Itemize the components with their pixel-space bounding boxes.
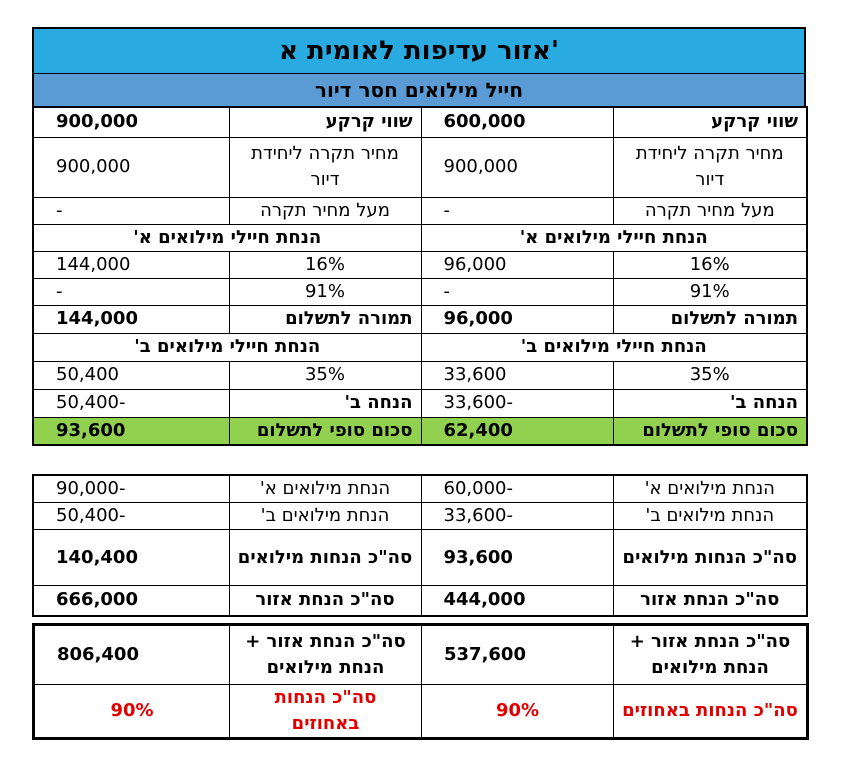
value-cell: -60,000 xyxy=(420,474,614,503)
sheet: אזור עדיפות לאומית א' חייל מילואים חסר ד… xyxy=(32,27,809,740)
table-discounts: הנחת מילואים א' -60,000 הנחת מילואים א' -90… xyxy=(32,474,808,617)
label-cell: סה"כ הנחות באחוזים xyxy=(229,683,422,739)
value-cell: 90% xyxy=(421,683,614,739)
value-cell: - xyxy=(420,196,614,225)
label-cell: סה"כ הנחת אזור xyxy=(612,585,808,616)
label-cell: 91% xyxy=(612,277,808,306)
row: סה"כ הנחת אזור + הנחת מילואים 537,600 סה"כ… xyxy=(33,623,808,685)
label-cell: מעל מחיר תקרה xyxy=(612,196,808,225)
label-cell: מעל מחיר תקרה xyxy=(228,196,422,225)
value-cell: 144,000 xyxy=(32,250,230,279)
value-cell: - xyxy=(420,277,614,306)
value-cell: 537,600 xyxy=(421,623,614,685)
value-cell: -90,000 xyxy=(32,474,230,503)
value-cell: 93,600 xyxy=(420,529,614,586)
label-cell: 35% xyxy=(228,360,422,390)
value-cell: 144,000 xyxy=(32,304,230,334)
label-cell: סכום סופי לתשלום xyxy=(612,416,808,446)
value-cell: - xyxy=(32,196,230,225)
value-cell: 666,000 xyxy=(32,585,230,616)
section-header: הנחת חיילי מילואים א' xyxy=(420,223,808,252)
label-cell: שווי קרקע xyxy=(228,106,422,138)
value-cell: 96,000 xyxy=(420,250,614,279)
row: סה"כ הנחת אזור 444,000 סה"כ הנחת אזור 666,0… xyxy=(32,585,808,616)
label-cell: הנחת מילואים א' xyxy=(228,474,422,503)
value-cell: 140,400 xyxy=(32,529,230,586)
value-cell: -50,400 xyxy=(32,502,230,530)
value-cell: - xyxy=(32,277,230,306)
row: 35% 33,600 35% 50,400 xyxy=(32,360,808,390)
label-cell: סה"כ הנחת אזור xyxy=(228,585,422,616)
row: 16% 96,000 16% 144,000 xyxy=(32,250,808,279)
header: אזור עדיפות לאומית א' חייל מילואים חסר ד… xyxy=(32,27,806,106)
label-cell: הנחה ב' xyxy=(228,388,422,418)
table-main: שווי קרקע 600,000 שווי קרקע 900,000 מחיר תקר… xyxy=(32,106,808,446)
row: הנחת מילואים ב' -33,600 הנחת מילואים ב' -50… xyxy=(32,502,808,530)
label-cell: הנחת מילואים א' xyxy=(612,474,808,503)
value-cell: 90% xyxy=(33,683,230,739)
value-cell: -50,400 xyxy=(32,388,230,418)
row: הנחת חיילי מילואים א' הנחת חיילי מילואים … xyxy=(32,223,808,252)
label-cell: שווי קרקע xyxy=(612,106,808,138)
value-cell: 600,000 xyxy=(420,106,614,138)
label-cell: תמורה לתשלום xyxy=(228,304,422,334)
row: סכום סופי לתשלום 62,400 סכום סופי לתשלום 93… xyxy=(32,416,808,446)
label-cell: סה"כ הנחת אזור + הנחת מילואים xyxy=(229,623,422,685)
label-cell: מחיר תקרה ליחידת דיור xyxy=(612,136,808,198)
label-cell: מחיר תקרה ליחידת דיור xyxy=(228,136,422,198)
subtitle: חייל מילואים חסר דיור xyxy=(34,74,804,106)
label-cell: הנחת מילואים ב' xyxy=(228,502,422,530)
row: מחיר תקרה ליחידת דיור 900,000 מחיר תקרה לי… xyxy=(32,136,808,198)
value-cell: 444,000 xyxy=(420,585,614,616)
label-cell: סה"כ הנחות מילואים xyxy=(612,529,808,586)
table-totals: סה"כ הנחת אזור + הנחת מילואים 537,600 סה"כ… xyxy=(32,622,809,740)
value-cell: 900,000 xyxy=(32,136,230,198)
label-cell: 91% xyxy=(228,277,422,306)
value-cell: 50,400 xyxy=(32,360,230,390)
row: סה"כ הנחות באחוזים 90% סה"כ הנחות באחוזים 9… xyxy=(33,683,808,739)
title: אזור עדיפות לאומית א' xyxy=(34,29,804,74)
value-cell: -33,600 xyxy=(420,388,614,418)
value-cell: 93,600 xyxy=(32,416,230,446)
row: שווי קרקע 600,000 שווי קרקע 900,000 xyxy=(32,106,808,138)
label-cell: סה"כ הנחת אזור + הנחת מילואים xyxy=(613,623,808,685)
label-cell: 16% xyxy=(612,250,808,279)
label-cell: הנחה ב' xyxy=(612,388,808,418)
value-cell: 62,400 xyxy=(420,416,614,446)
label-cell: הנחת מילואים ב' xyxy=(612,502,808,530)
label-cell: סה"כ הנחות מילואים xyxy=(228,529,422,586)
value-cell: -33,600 xyxy=(420,502,614,530)
value-cell: 900,000 xyxy=(420,136,614,198)
label-cell: סכום סופי לתשלום xyxy=(228,416,422,446)
row: סה"כ הנחות מילואים 93,600 סה"כ הנחות מילוא… xyxy=(32,529,808,586)
value-cell: 806,400 xyxy=(33,623,230,685)
row: 91% -91% - xyxy=(32,277,808,306)
label-cell: סה"כ הנחות באחוזים xyxy=(613,683,808,739)
row: הנחת מילואים א' -60,000 הנחת מילואים א' -90… xyxy=(32,474,808,503)
section-header: הנחת חיילי מילואים ב' xyxy=(32,332,422,362)
section-header: הנחת חיילי מילואים ב' xyxy=(420,332,808,362)
value-cell: 96,000 xyxy=(420,304,614,334)
section-header: הנחת חיילי מילואים א' xyxy=(32,223,422,252)
label-cell: תמורה לתשלום xyxy=(612,304,808,334)
row: הנחת חיילי מילואים ב' הנחת חיילי מילואים … xyxy=(32,332,808,362)
label-cell: 16% xyxy=(228,250,422,279)
value-cell: 900,000 xyxy=(32,106,230,138)
value-cell: 33,600 xyxy=(420,360,614,390)
row: תמורה לתשלום 96,000 תמורה לתשלום 144,000 xyxy=(32,304,808,334)
row: מעל מחיר תקרה - מעל מחיר תקרה - xyxy=(32,196,808,225)
row: הנחה ב' -33,600 הנחה ב' -50,400 xyxy=(32,388,808,418)
label-cell: 35% xyxy=(612,360,808,390)
